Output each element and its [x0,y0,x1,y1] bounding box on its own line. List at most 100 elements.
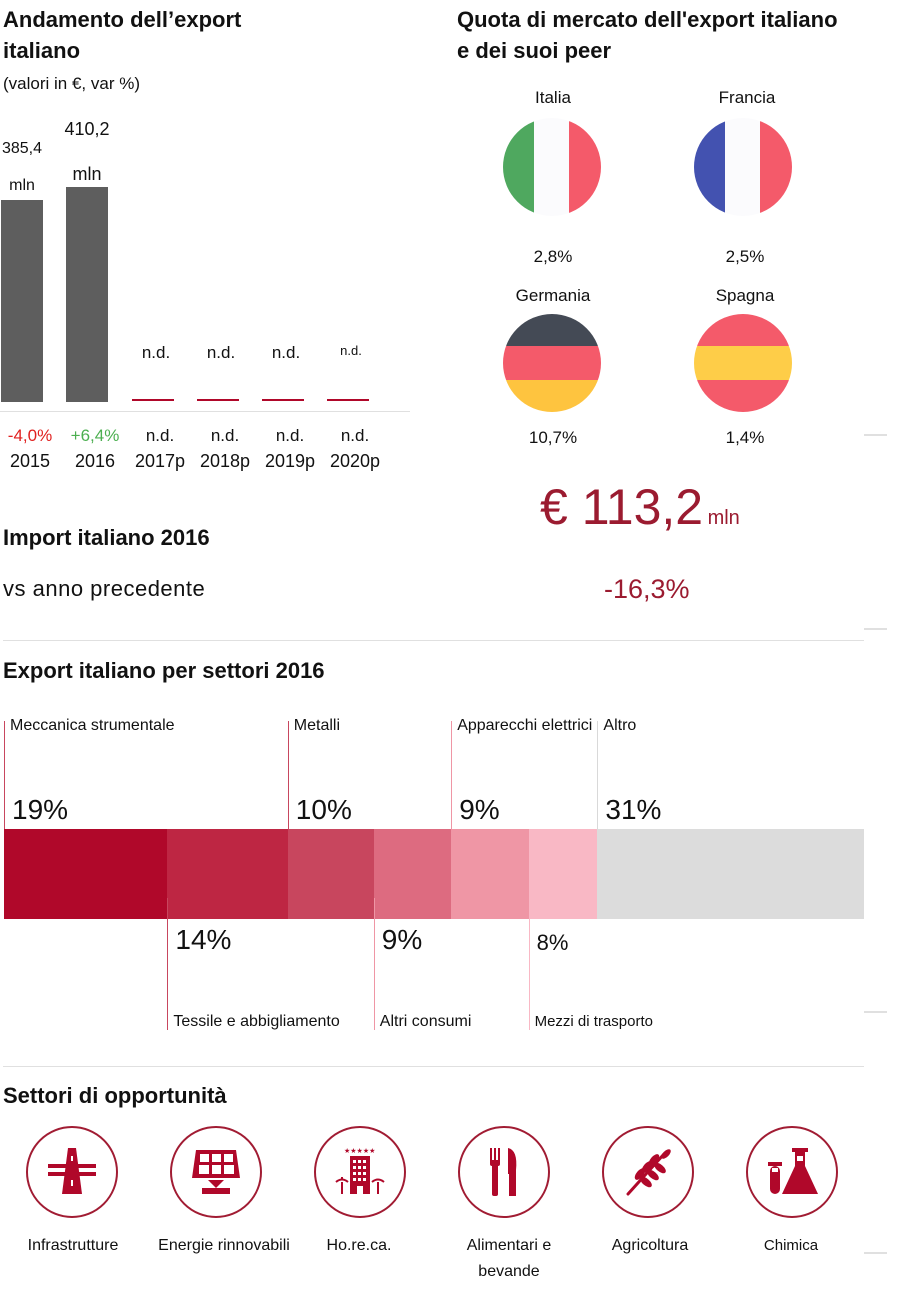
sector-pct: 10% [295,794,352,825]
italy-flag-icon [503,118,601,216]
sector-segment [287,829,374,919]
sector-pct: 9% [381,924,423,955]
bar-value-label: n.d. [141,343,171,362]
export-trend-subtitle: (valori in €, var %) [3,74,140,93]
opportunity-label-horeca: Ho.re.ca. [326,1237,392,1254]
spain-flag-icon [694,314,792,412]
sector-pct: 8% [536,930,569,955]
country-share-spagna: 1,4% [725,428,765,447]
flask-icon [768,1148,818,1194]
sector-pct: 14% [175,924,232,955]
svg-text:★★★★★: ★★★★★ [344,1147,375,1155]
bar-value-label: n.d. [340,343,362,358]
bar-value-label: 385,4 mln [0,130,53,204]
import-title: Import italiano 2016 [3,525,210,550]
sector-segment [4,829,168,919]
market-share-title-line1: Quota di mercato dell'export italiano [457,7,838,32]
country-name-germania: Germania [515,286,591,305]
export-trend-title: Andamento dell’export italiano [3,4,241,66]
sector-segment [451,829,529,919]
sector-leader-line [167,898,169,1030]
edge-tick [864,1011,887,1013]
country-name-spagna: Spagna [715,286,775,305]
section-divider [3,1066,864,1067]
export-trend-title-line2: italiano [3,38,81,63]
bar-value-label: 410,2 mln [56,107,118,197]
bar-change-label: n.d. [210,426,240,445]
country-share-francia: 2,5% [725,247,765,266]
import-amount: € 113,2 [540,479,704,535]
sector-name: Meccanica strumentale [10,717,175,734]
bar-value: 410,2 [64,119,110,139]
country-name-italia: Italia [535,88,571,107]
sectors-title: Export italiano per settori 2016 [3,658,325,683]
bar-change-label: n.d. [145,426,175,445]
highway-icon [48,1148,96,1194]
bar-value: 385,4 [1,140,43,157]
country-share-italia: 2,8% [533,247,573,266]
sector-pct: 19% [12,794,69,825]
country-share-germania: 10,7% [528,428,578,447]
sector-name: Tessile e abbigliamento [173,1013,340,1030]
sector-pct: 9% [459,794,500,825]
bar-value-label: n.d. [206,343,236,362]
bar-change-label: n.d. [275,426,305,445]
bar-placeholder-2019p [262,399,304,401]
sector-segment [528,829,598,919]
import-unit: mln [707,507,740,529]
opportunity-alimentari [458,1126,550,1218]
bar-unit: mln [72,164,102,184]
opportunity-label-alimentari: Alimentari e bevande [466,1237,552,1280]
export-trend-title-line1: Andamento dell’export [3,7,242,32]
bar-2016 [66,187,108,402]
sector-segment [167,829,288,919]
bar-placeholder-2017p [132,399,174,401]
bar-change-label: n.d. [340,426,370,445]
bar-year-label: 2017p [134,451,186,471]
opportunity-label-energie: Energie rinnovabili [158,1237,290,1254]
edge-tick [864,434,887,436]
sector-name: Mezzi di trasporto [534,1013,653,1030]
fork-knife-icon [490,1148,517,1196]
opportunity-label-agricoltura: Agricoltura [611,1237,689,1254]
opportunities-title: Settori di opportunità [3,1083,227,1108]
opportunity-label-chimica: Chimica [763,1237,819,1254]
sector-leader-line [451,721,453,829]
wheat-icon [626,1149,671,1196]
sector-name: Apparecchi elettrici [457,717,593,734]
bar-unit: mln [9,177,35,194]
import-amount-block: € 113,2 mln [540,478,740,536]
germany-flag-icon [503,314,601,412]
opportunity-label-infrastrutture: Infrastrutture [27,1237,119,1254]
bar-year-label: 2019p [264,451,316,471]
import-subtitle: vs anno precedente [3,576,206,601]
edge-tick [864,1252,887,1254]
import-change: -16,3% [604,574,690,604]
opportunity-infrastrutture [26,1126,118,1218]
opportunity-horeca: ★★★★★ [314,1126,406,1218]
sector-leader-line [597,721,599,829]
bar-year-label: 2016 [74,451,116,471]
solar-panel-icon [192,1150,240,1194]
sector-name: Altri consumi [379,1013,472,1030]
france-flag-icon [694,118,792,216]
bar-year-label: 2020p [329,451,381,471]
sector-pct: 31% [605,794,662,825]
bar-value-label: n.d. [271,343,301,362]
sector-leader-line [4,721,5,829]
sector-name: Altro [603,717,637,734]
bar-placeholder-2018p [197,399,239,401]
hotel-icon: ★★★★★ [335,1147,385,1194]
bar-change-label: -4,0% [7,426,53,445]
sector-leader-line [373,898,375,1030]
bar-year-label: 2015 [9,451,51,471]
opportunity-agricoltura [602,1126,694,1218]
sector-segment [373,829,452,919]
sector-leader-line [287,721,289,829]
bar-year-label: 2018p [199,451,251,471]
opportunity-chimica [746,1126,838,1218]
chart-baseline [0,411,410,412]
opportunity-energie [170,1126,262,1218]
bar-2015 [1,200,43,402]
country-name-francia: Francia [718,88,776,107]
